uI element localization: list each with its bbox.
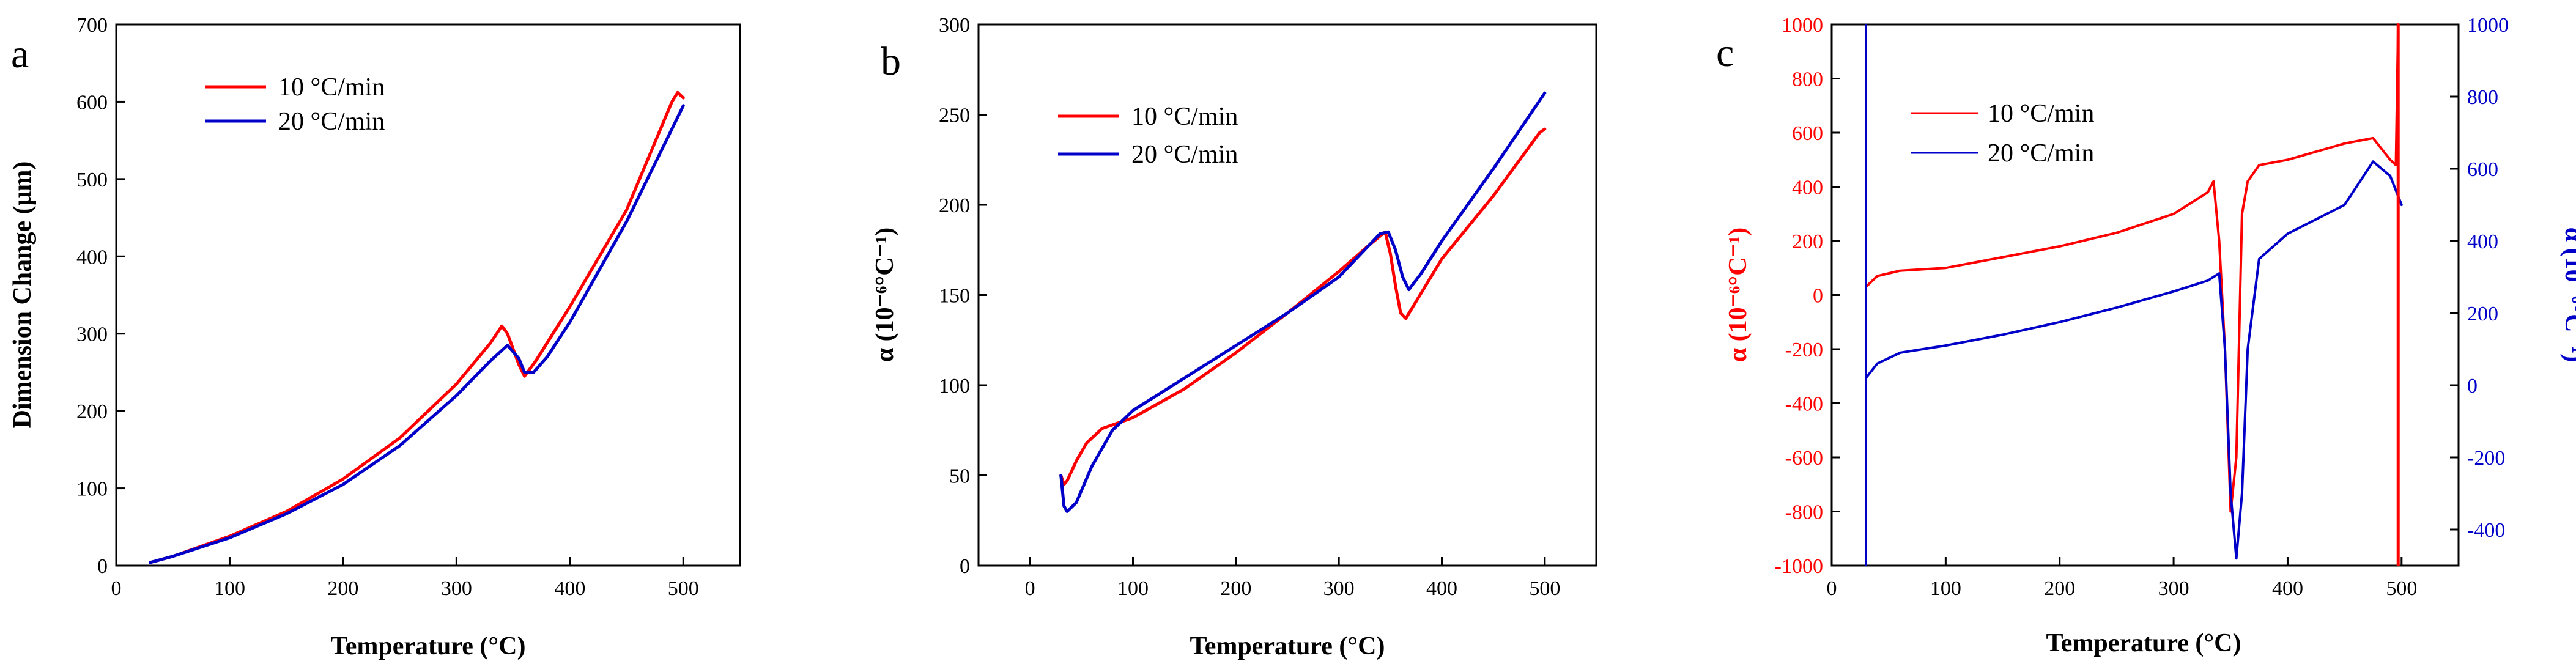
x-tick-label: 400 bbox=[554, 577, 585, 600]
panel-c-ylabel-right: α (10⁻⁶°C⁻¹) bbox=[2559, 227, 2576, 363]
x-tick-label: 500 bbox=[1529, 577, 1560, 600]
y2-tick-label: -400 bbox=[2467, 519, 2505, 542]
legend-label-20: 20 °C/min bbox=[1988, 139, 2094, 168]
y-tick-label: -400 bbox=[1785, 393, 1823, 416]
y-tick-label: 200 bbox=[939, 194, 970, 217]
legend-label-20: 20 °C/min bbox=[278, 108, 385, 136]
y-tick-label: 250 bbox=[939, 105, 970, 127]
panel-b-y-ticks: 0 50 100 150 200 250 300 bbox=[939, 14, 987, 578]
y2-tick-label: 1000 bbox=[2467, 14, 2509, 37]
x-tick-label: 300 bbox=[441, 577, 472, 600]
y-tick-label: 200 bbox=[76, 401, 108, 423]
panel-a-frame bbox=[115, 23, 741, 567]
x-tick-label: 0 bbox=[1827, 577, 1837, 600]
panel-a-y-ticks: 0 100 200 300 400 500 600 700 bbox=[76, 14, 125, 578]
panel-c-series bbox=[1864, 23, 2403, 566]
panel-b-ylabel: α (10⁻⁶°C⁻¹) bbox=[871, 227, 899, 363]
panel-label-a: a bbox=[11, 32, 29, 76]
y-tick-label: 600 bbox=[1792, 122, 1823, 145]
y-tick-label: 700 bbox=[76, 14, 108, 37]
y-tick-label: -200 bbox=[1785, 339, 1823, 361]
y-tick-label: 200 bbox=[1792, 231, 1823, 253]
y-tick-label: 600 bbox=[76, 91, 108, 114]
y-tick-label: 400 bbox=[1792, 177, 1823, 199]
legend-label-10: 10 °C/min bbox=[1131, 103, 1238, 131]
panel-b: b 0 100 200 300 400 500 0 50 100 150 200 250 300 Te… bbox=[871, 14, 1597, 660]
panel-b-xlabel: Temperature (°C) bbox=[1190, 632, 1385, 660]
panel-b-series bbox=[1059, 91, 1547, 513]
panel-a-ylabel: Dimension Change (μm) bbox=[9, 161, 37, 429]
x-tick-label: 0 bbox=[1025, 577, 1035, 600]
x-tick-label: 300 bbox=[1323, 577, 1355, 600]
x-tick-label: 400 bbox=[1426, 577, 1457, 600]
panel-a-legend: 10 °C/min 20 °C/min bbox=[205, 73, 385, 136]
y-tick-label: 1000 bbox=[1782, 14, 1823, 37]
y-tick-label: 100 bbox=[76, 478, 108, 501]
y2-tick-label: 200 bbox=[2467, 303, 2498, 325]
panel-c-y-ticks-left: -1000 -800 -600 -400 -200 0 200 400 600 800 1000 bbox=[1775, 14, 1840, 578]
y-tick-label: 50 bbox=[949, 465, 970, 488]
x-tick-label: 400 bbox=[2272, 577, 2303, 600]
panel-c-xlabel: Temperature (°C) bbox=[2046, 629, 2241, 657]
series-line-10 bbox=[1059, 127, 1547, 486]
y-tick-label: -1000 bbox=[1775, 555, 1823, 578]
y-tick-label: 800 bbox=[1792, 68, 1823, 91]
panel-c-legend: 10 °C/min 20 °C/min bbox=[1911, 100, 2094, 168]
y2-tick-label: 0 bbox=[2467, 375, 2478, 397]
panel-label-b: b bbox=[881, 39, 901, 84]
panel-a-x-ticks: 0 100 200 300 400 500 bbox=[111, 557, 699, 600]
panel-label-c: c bbox=[1716, 31, 1734, 75]
panel-a-xlabel: Temperature (°C) bbox=[331, 632, 526, 660]
x-tick-label: 500 bbox=[2386, 577, 2417, 600]
x-tick-label: 200 bbox=[327, 577, 358, 600]
panel-b-frame bbox=[977, 23, 1597, 567]
y2-tick-label: 600 bbox=[2467, 158, 2498, 181]
y-tick-label: 0 bbox=[97, 555, 108, 578]
y2-tick-label: -200 bbox=[2467, 447, 2505, 470]
legend-label-10: 10 °C/min bbox=[1988, 100, 2094, 128]
series-line-20 bbox=[1864, 160, 2403, 560]
y-tick-label: 0 bbox=[1813, 285, 1823, 308]
legend-label-10: 10 °C/min bbox=[278, 73, 385, 102]
series-line-10 bbox=[149, 90, 685, 564]
y2-tick-label: 800 bbox=[2467, 86, 2498, 109]
y-tick-label: -800 bbox=[1785, 501, 1823, 524]
series-line-20 bbox=[1059, 91, 1547, 513]
series-line-10 bbox=[1864, 23, 2400, 513]
panel-b-legend: 10 °C/min 20 °C/min bbox=[1058, 103, 1238, 169]
x-tick-label: 0 bbox=[111, 577, 122, 600]
panel-a-series bbox=[149, 90, 685, 564]
x-tick-label: 200 bbox=[2044, 577, 2075, 600]
x-tick-label: 200 bbox=[1220, 577, 1251, 600]
y-tick-label: 300 bbox=[939, 14, 970, 37]
x-tick-label: 500 bbox=[668, 577, 699, 600]
panel-c-ylabel-left: α (10⁻⁶°C⁻¹) bbox=[1724, 227, 1752, 363]
series-line-20 bbox=[149, 104, 685, 564]
legend-label-20: 20 °C/min bbox=[1131, 141, 1238, 169]
y-tick-label: -600 bbox=[1785, 447, 1823, 470]
panel-b-x-ticks: 0 100 200 300 400 500 bbox=[1025, 557, 1560, 600]
x-tick-label: 100 bbox=[1117, 577, 1149, 600]
x-tick-label: 100 bbox=[214, 577, 245, 600]
y-tick-label: 300 bbox=[76, 323, 108, 346]
y-tick-label: 150 bbox=[939, 285, 970, 308]
y2-tick-label: 400 bbox=[2467, 231, 2498, 253]
y-tick-label: 500 bbox=[76, 169, 108, 191]
x-tick-label: 100 bbox=[1930, 577, 1961, 600]
panel-c-y-ticks-right: -400 -200 0 200 400 600 800 1000 bbox=[2450, 14, 2509, 542]
panel-c: c 0 100 200 300 400 500 -1000 -800 -600 -400 -200… bbox=[1716, 14, 2576, 657]
x-tick-label: 300 bbox=[2158, 577, 2189, 600]
y-tick-label: 400 bbox=[76, 246, 108, 268]
panel-c-x-ticks: 0 100 200 300 400 500 bbox=[1827, 557, 2417, 600]
y-tick-label: 0 bbox=[960, 555, 970, 578]
panel-c-frame bbox=[1830, 23, 2460, 567]
y-tick-label: 100 bbox=[939, 375, 970, 397]
panel-a: a 0 100 200 300 400 500 0 100 200 300 400 500 600 70… bbox=[9, 14, 741, 660]
